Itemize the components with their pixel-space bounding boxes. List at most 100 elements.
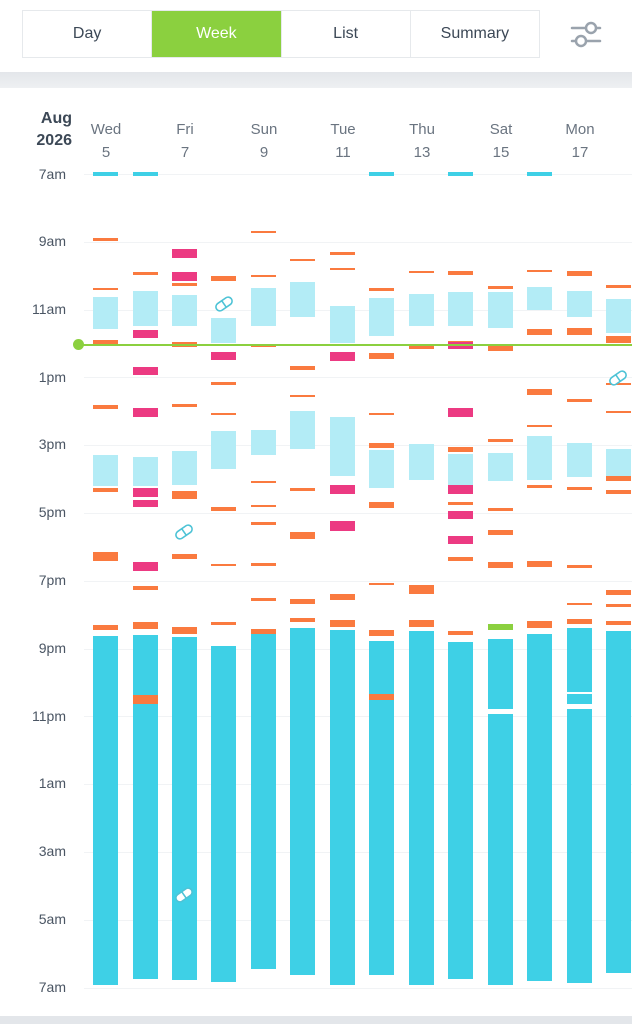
feed-mark[interactable] — [606, 490, 631, 494]
diaper-mark[interactable] — [133, 562, 158, 571]
nap-block[interactable] — [488, 292, 513, 328]
feed-mark[interactable] — [93, 405, 118, 409]
day-header-sat[interactable]: Sat 15 — [471, 118, 531, 164]
nap-block[interactable] — [133, 291, 158, 326]
feed-mark[interactable] — [567, 565, 592, 568]
feed-mark[interactable] — [369, 583, 394, 585]
diaper-mark[interactable] — [133, 330, 158, 338]
tab-week[interactable]: Week — [152, 11, 282, 57]
day-header-wed[interactable]: Wed 5 — [76, 118, 136, 164]
feed-mark[interactable] — [211, 276, 236, 281]
feed-mark[interactable] — [369, 443, 394, 448]
week-timeline[interactable]: 7am 9am 11am 1pm 3pm 5pm 7pm 9pm 11pm 1a… — [0, 166, 632, 1016]
feed-mark[interactable] — [330, 252, 355, 255]
feed-mark[interactable] — [488, 346, 513, 351]
sleep-block[interactable] — [93, 636, 118, 985]
feed-mark[interactable] — [567, 328, 592, 335]
feed-mark[interactable] — [133, 622, 158, 629]
feed-mark[interactable] — [448, 447, 473, 452]
feed-mark[interactable] — [488, 562, 513, 568]
feed-mark[interactable] — [488, 286, 513, 289]
diaper-mark[interactable] — [211, 352, 236, 360]
feed-mark[interactable] — [211, 564, 236, 566]
nap-block[interactable] — [567, 291, 592, 317]
nap-block[interactable] — [172, 451, 197, 485]
day-header-thu[interactable]: Thu 13 — [392, 118, 452, 164]
medication-pill-icon[interactable] — [172, 524, 196, 540]
nap-block[interactable] — [330, 417, 355, 476]
diaper-mark[interactable] — [172, 249, 197, 258]
feed-mark[interactable] — [488, 439, 513, 442]
sleep-block[interactable] — [606, 631, 631, 973]
feed-mark[interactable] — [211, 413, 236, 415]
sleep-gap[interactable] — [488, 709, 513, 714]
feed-mark[interactable] — [409, 346, 434, 349]
feed-mark[interactable] — [567, 487, 592, 490]
nap-block[interactable] — [369, 450, 394, 488]
day-header-fri[interactable]: Fri 7 — [155, 118, 215, 164]
nap-block[interactable] — [567, 443, 592, 477]
nap-block[interactable] — [527, 436, 552, 480]
nap-block[interactable] — [448, 292, 473, 326]
feed-mark[interactable] — [93, 340, 118, 344]
feed-mark[interactable] — [93, 488, 118, 492]
diaper-mark[interactable] — [330, 352, 355, 361]
sleep-block[interactable] — [527, 634, 552, 981]
feed-mark[interactable] — [527, 329, 552, 335]
nap-block[interactable] — [133, 457, 158, 486]
feed-mark[interactable] — [251, 275, 276, 277]
nap-block[interactable] — [409, 444, 434, 480]
feed-mark[interactable] — [211, 622, 236, 625]
feed-mark[interactable] — [606, 476, 631, 481]
feed-mark[interactable] — [290, 599, 315, 604]
nap-block[interactable] — [369, 298, 394, 336]
feed-mark[interactable] — [251, 629, 276, 634]
feed-mark[interactable] — [290, 532, 315, 539]
nap-block[interactable] — [93, 455, 118, 486]
feed-mark[interactable] — [448, 557, 473, 561]
diaper-mark[interactable] — [133, 500, 158, 507]
feed-mark[interactable] — [172, 627, 197, 634]
feed-mark[interactable] — [251, 231, 276, 233]
feed-mark[interactable] — [369, 630, 394, 636]
sleep-block[interactable] — [448, 642, 473, 979]
activity-mark[interactable] — [488, 624, 513, 630]
diaper-mark[interactable] — [133, 367, 158, 375]
feed-mark[interactable] — [93, 552, 118, 561]
feed-mark[interactable] — [527, 425, 552, 427]
sleep-block[interactable] — [567, 628, 592, 983]
feed-mark[interactable] — [172, 404, 197, 407]
feed-mark[interactable] — [251, 563, 276, 566]
nap-block[interactable] — [290, 411, 315, 449]
sleep-block[interactable] — [527, 172, 552, 176]
sleep-block[interactable] — [369, 172, 394, 176]
nap-block[interactable] — [93, 297, 118, 329]
feed-mark[interactable] — [448, 631, 473, 635]
sleep-block[interactable] — [133, 172, 158, 176]
nap-block[interactable] — [172, 295, 197, 326]
diaper-mark[interactable] — [448, 536, 473, 544]
feed-mark[interactable] — [133, 695, 158, 704]
feed-mark[interactable] — [527, 485, 552, 488]
feed-mark[interactable] — [606, 383, 631, 385]
feed-mark[interactable] — [606, 411, 631, 413]
tab-list[interactable]: List — [282, 11, 411, 57]
sleep-block[interactable] — [133, 635, 158, 979]
feed-mark[interactable] — [330, 594, 355, 600]
sleep-block[interactable] — [409, 631, 434, 985]
feed-mark[interactable] — [606, 336, 631, 343]
diaper-mark[interactable] — [448, 408, 473, 417]
day-header-tue[interactable]: Tue 11 — [313, 118, 373, 164]
nap-block[interactable] — [251, 288, 276, 326]
medication-pill-icon[interactable] — [212, 296, 236, 312]
sleep-block[interactable] — [172, 637, 197, 980]
feed-mark[interactable] — [133, 272, 158, 275]
sleep-gap[interactable] — [606, 975, 631, 979]
feed-mark[interactable] — [448, 271, 473, 275]
feed-mark[interactable] — [290, 259, 315, 261]
feed-mark[interactable] — [369, 288, 394, 291]
feed-mark[interactable] — [567, 619, 592, 624]
nap-block[interactable] — [211, 318, 236, 343]
feed-mark[interactable] — [527, 621, 552, 628]
feed-mark[interactable] — [527, 270, 552, 272]
